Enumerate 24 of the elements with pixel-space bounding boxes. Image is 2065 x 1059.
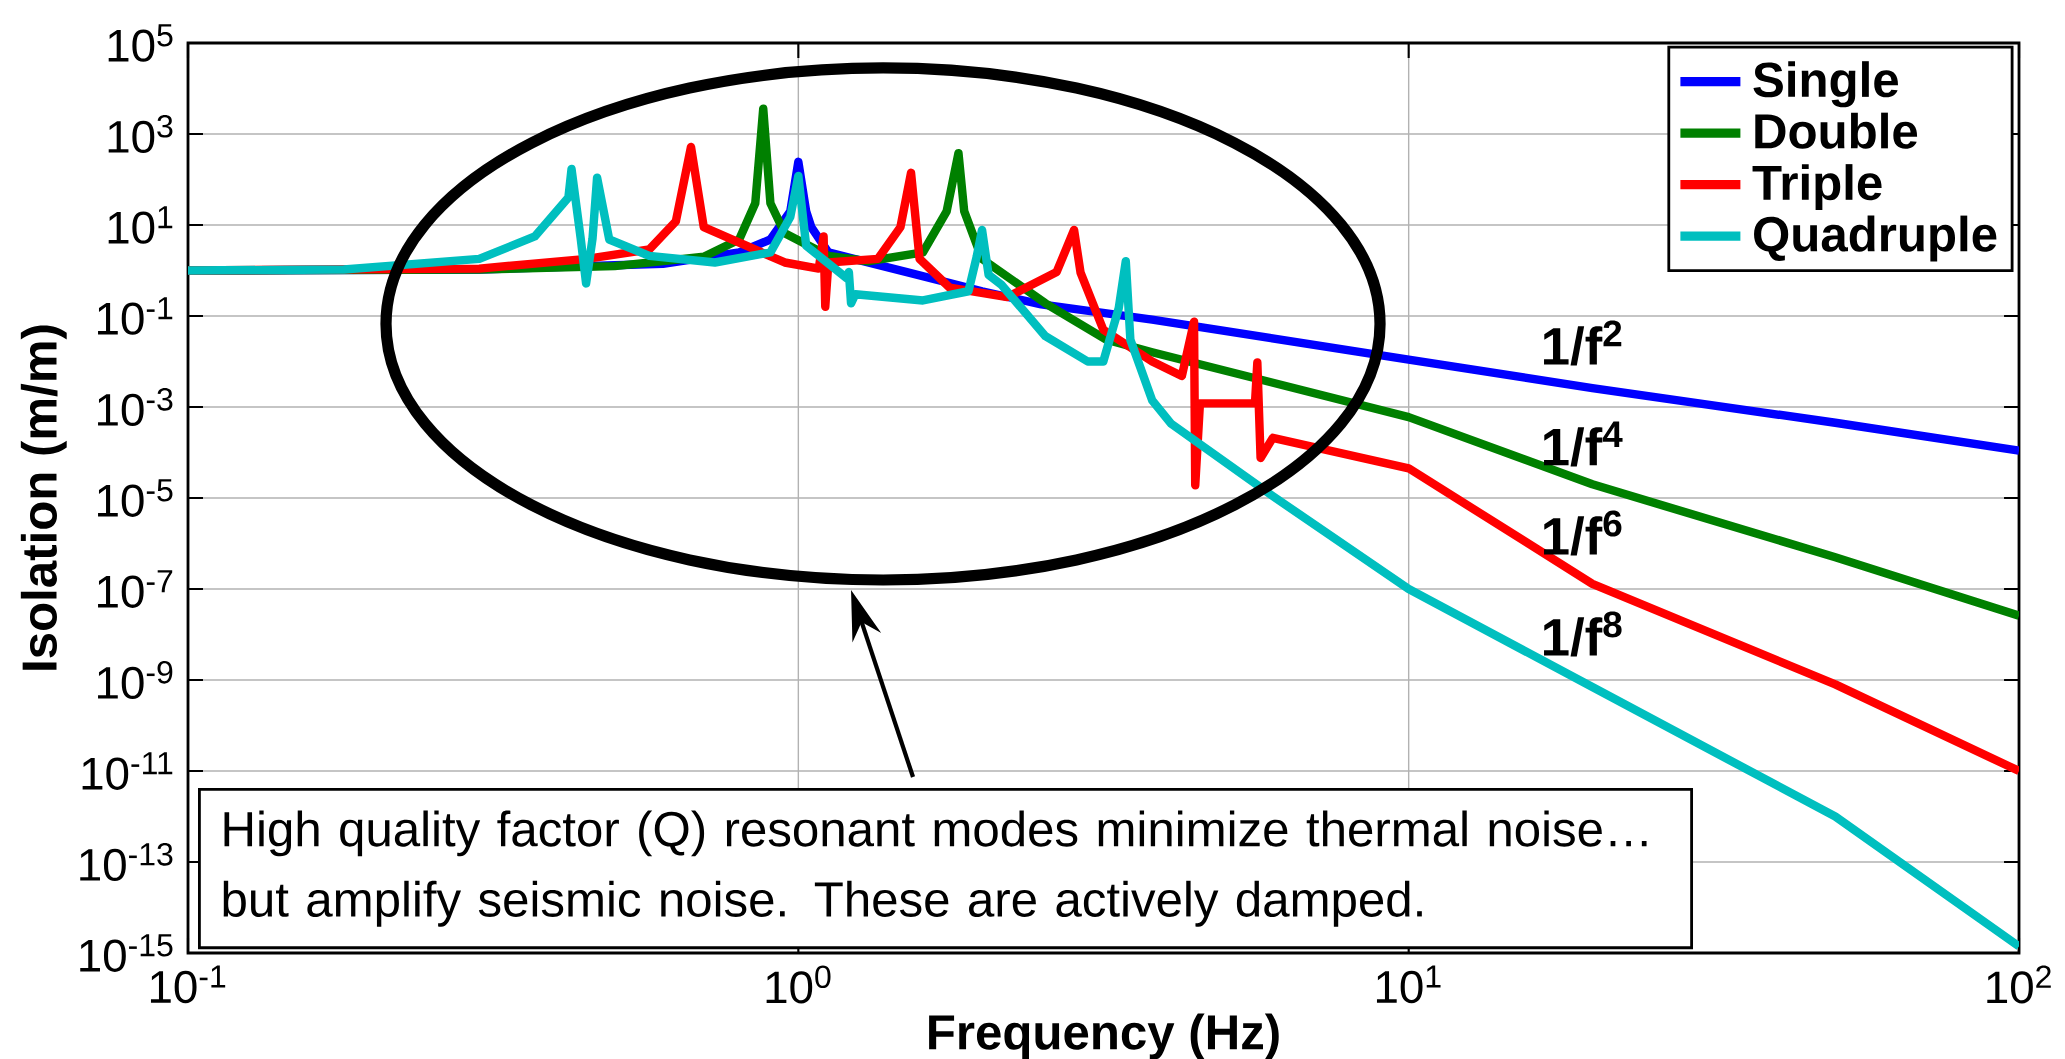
- annotation: 1/f$^{2}$: [1544, 320, 1622, 366]
- legend-label: Single: [1753, 61, 1898, 108]
- y-axis-title: Isolation (m/m): [20, 325, 67, 670]
- y-tick-label: 10$^{-13}$: [80, 842, 173, 882]
- x-tick-label: 10$^{1}$: [1376, 965, 1441, 1004]
- y-tick-label: 10$^{-9}$: [98, 660, 173, 700]
- x-tick-label: 10$^{2}$: [1987, 965, 2051, 1004]
- legend-label: Quadruple: [1754, 215, 1997, 262]
- y-tick-label: 10$^{-5}$: [98, 479, 173, 517]
- y-tick-label: 10$^{-1}$: [98, 297, 173, 335]
- x-tick-label: 10$^{0}$: [766, 965, 831, 1004]
- legend-label: Double: [1755, 112, 1918, 149]
- y-tick-label: 10$^{-3}$: [98, 387, 173, 427]
- y-tick-label: 10$^{1}$: [108, 206, 173, 244]
- annotation: High quality factor (Q) resonant modes minimize thermal noise… but amplify seismic noise. These are actively damped.: [223, 810, 1647, 927]
- annotation: 1/f$^{8}$: [1544, 611, 1622, 657]
- x-axis-title: Frequency (Hz): [929, 1013, 1279, 1059]
- annotation: 1/f$^{6}$: [1544, 510, 1622, 556]
- y-tick-label: 10$^{5}$: [108, 24, 173, 62]
- annotation: 1/f$^{4}$: [1544, 421, 1623, 467]
- legend-label: Triple: [1752, 164, 1882, 210]
- y-tick-label: 10$^{-7}$: [98, 570, 173, 608]
- y-tick-label: 10$^{3}$: [108, 114, 173, 154]
- y-tick-label: 10$^{-11}$: [82, 752, 173, 790]
